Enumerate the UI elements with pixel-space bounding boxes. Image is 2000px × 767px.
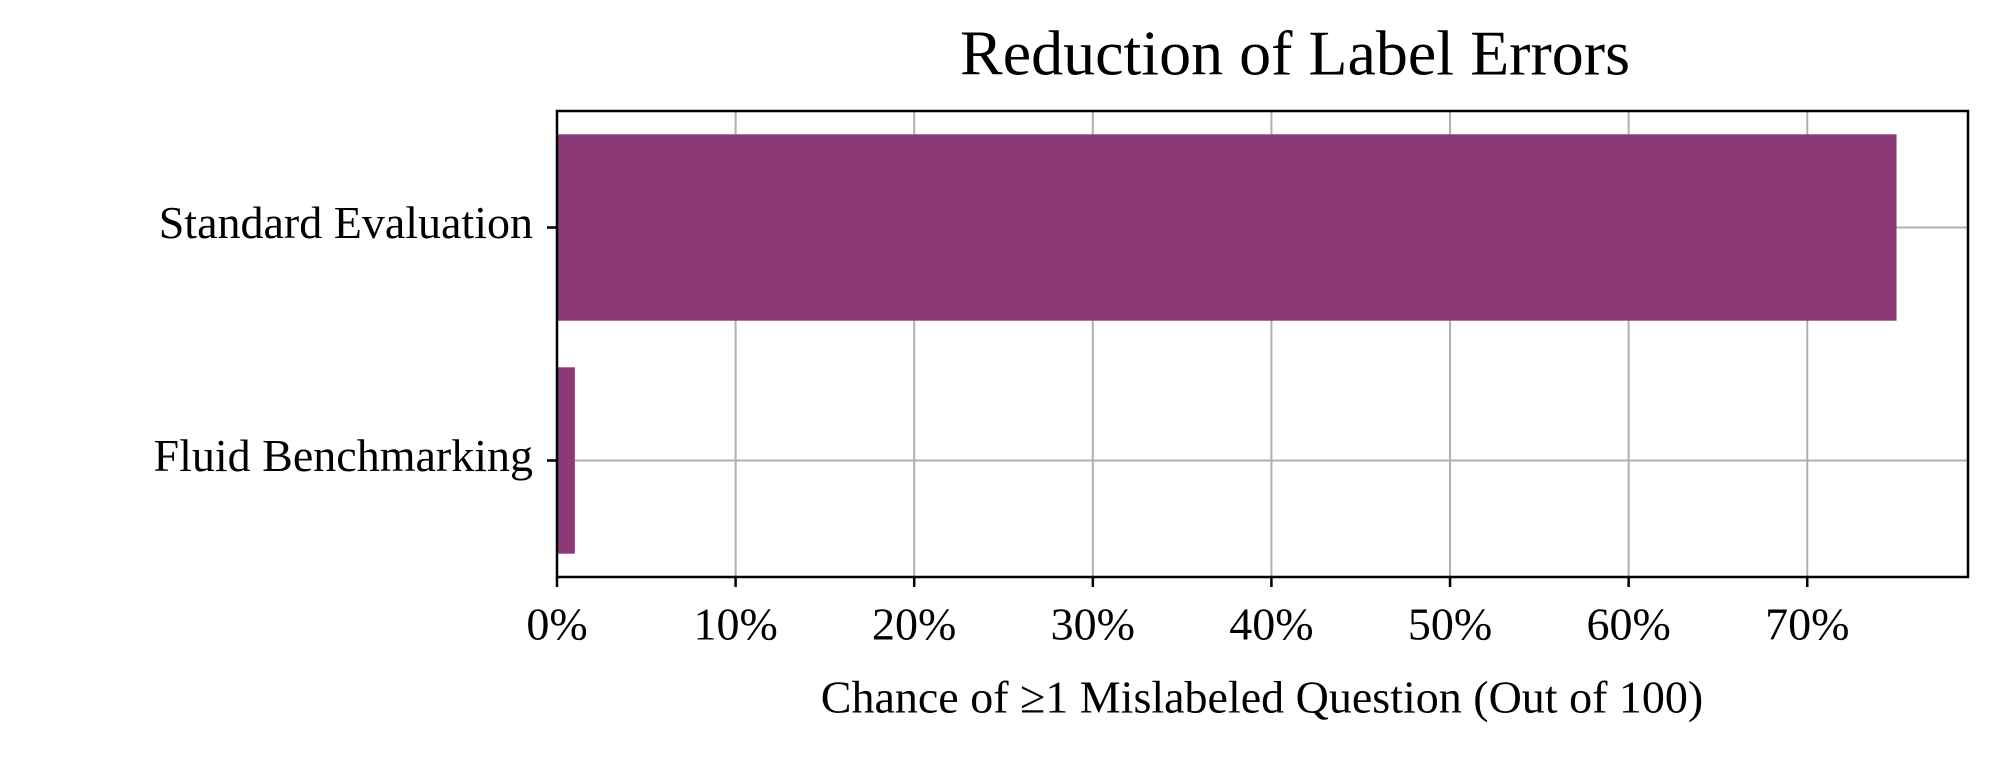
plot-frame xyxy=(555,109,1970,579)
x-axis-label: Chance of ≥1 Mislabeled Question (Out of… xyxy=(821,672,1703,723)
bar xyxy=(557,134,1897,321)
bar xyxy=(557,367,575,554)
y-tick-label: Standard Evaluation xyxy=(159,197,533,248)
x-tick-label: 0% xyxy=(526,599,587,650)
x-tick-label: 40% xyxy=(1229,599,1313,650)
y-tick-label: Fluid Benchmarking xyxy=(154,430,533,481)
x-tick-label: 70% xyxy=(1765,599,1849,650)
x-tick-label: 20% xyxy=(872,599,956,650)
x-tick-label: 50% xyxy=(1408,599,1492,650)
x-tick-label: 30% xyxy=(1051,599,1135,650)
x-tick-label: 10% xyxy=(693,599,777,650)
chart-title: Reduction of Label Errors xyxy=(960,18,1630,89)
x-tick-label: 60% xyxy=(1586,599,1670,650)
